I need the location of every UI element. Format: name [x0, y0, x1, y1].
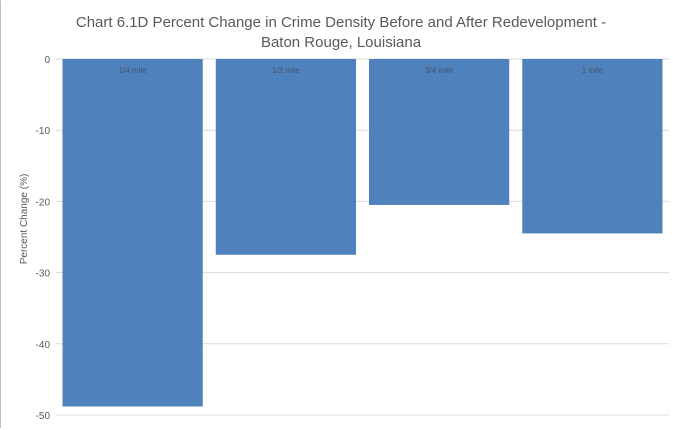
bar — [369, 59, 510, 205]
y-tick-label: 0 — [44, 55, 50, 66]
chart-title-line-1: Chart 6.1D Percent Change in Crime Densi… — [75, 14, 607, 31]
y-tick-label: -20 — [36, 197, 51, 208]
bar-category-label: 3/4 mile — [425, 66, 454, 75]
y-tick-label: -30 — [36, 269, 51, 280]
chart-title-line-2: Baton Rouge, Louisiana — [260, 34, 422, 51]
y-tick-label: -50 — [36, 411, 51, 422]
bar-category-label: 1/2 mile — [272, 66, 301, 75]
bar — [62, 59, 203, 407]
chart-title: Chart 6.1D Percent Change in Crime Densi… — [61, 13, 621, 53]
bar-category-label: 1/4 mile — [119, 66, 148, 75]
y-tick-label: -10 — [36, 126, 51, 137]
y-axis-title: Percent Change (%) — [19, 174, 30, 265]
bar-category-label: 1 mile — [582, 66, 604, 75]
bars: 1/4 mile 1/2 mile 3/4 mile 1 mile — [62, 59, 663, 407]
bar — [215, 59, 356, 255]
y-axis-ticks: 0 -10 -20 -30 -40 -50 — [36, 55, 51, 422]
y-tick-label: -40 — [36, 340, 51, 351]
bar — [522, 59, 663, 234]
